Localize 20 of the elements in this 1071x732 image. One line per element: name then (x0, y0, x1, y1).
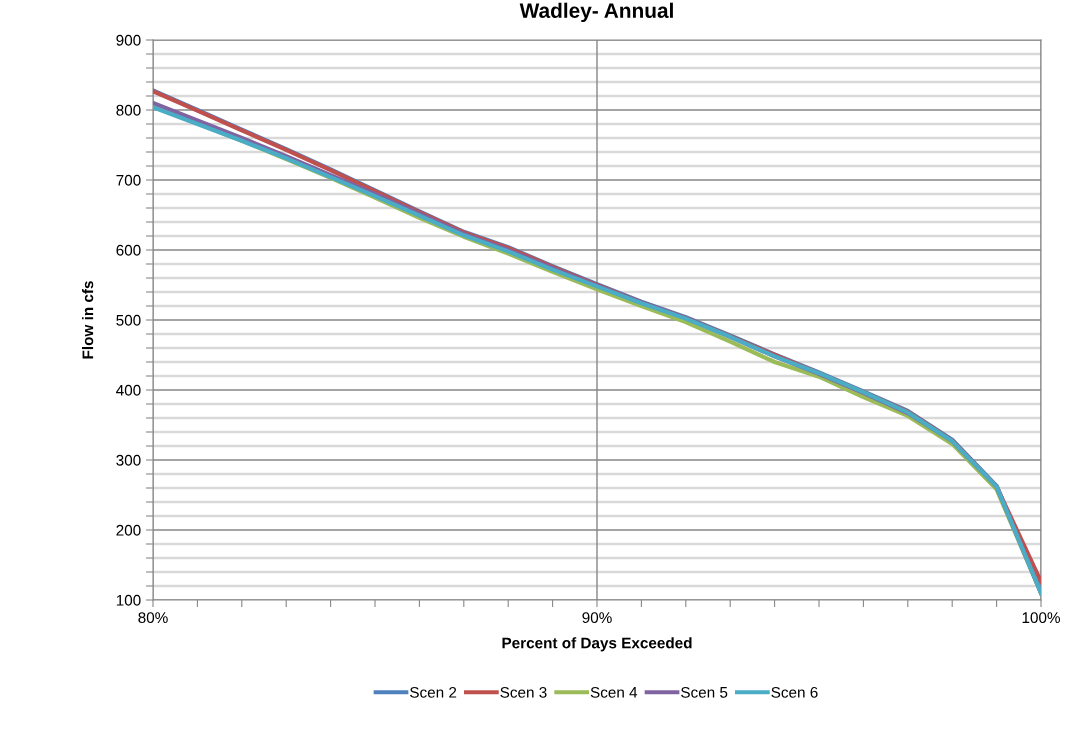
legend-label: Scen 2 (410, 686, 457, 698)
x-tick-label: 90% (582, 612, 612, 624)
y-tick-label: 100 (116, 594, 141, 606)
legend-label: Scen 6 (771, 686, 818, 698)
y-tick-label: 900 (116, 34, 141, 46)
y-axis-title: Flow in cfs (82, 281, 94, 359)
legend-label: Scen 3 (500, 686, 547, 698)
legend-label: Scen 4 (590, 686, 638, 698)
y-tick-label: 600 (116, 244, 141, 256)
y-tick-label: 500 (116, 314, 141, 326)
x-tick-label: 80% (138, 612, 168, 624)
y-tick-label: 300 (116, 454, 141, 466)
y-tick-label: 400 (116, 384, 141, 396)
legend-label: Scen 5 (681, 686, 728, 698)
x-axis-title: Percent of Days Exceeded (502, 637, 692, 652)
y-tick-label: 700 (116, 174, 141, 186)
x-tick-label: 100% (1022, 612, 1060, 624)
y-tick-label: 200 (116, 524, 141, 536)
y-tick-label: 800 (116, 104, 141, 116)
chart-title: Wadley- Annual (519, 2, 673, 23)
